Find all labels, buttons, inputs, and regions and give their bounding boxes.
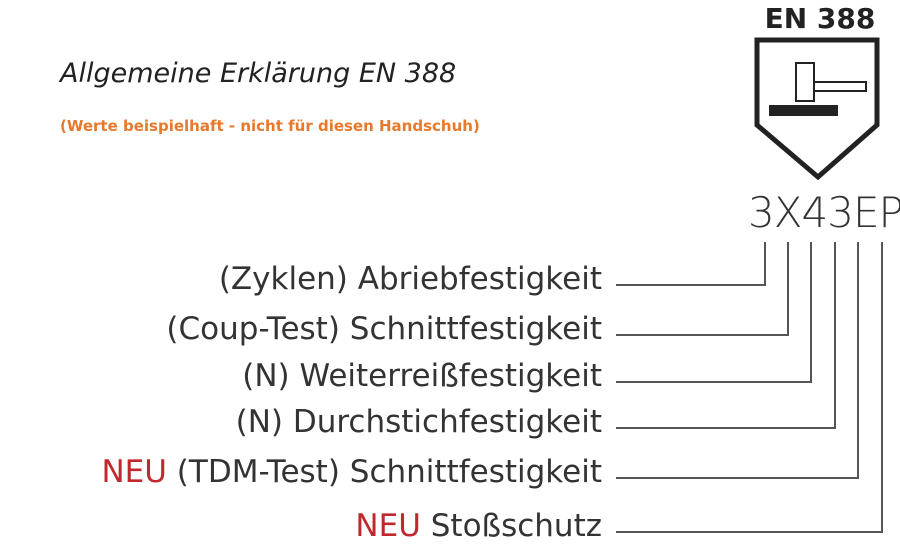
connector-line (616, 242, 836, 429)
connector-line (616, 242, 859, 479)
title: Allgemeine Erklärung EN 388 (60, 58, 457, 89)
shield-hammer-icon (754, 37, 880, 181)
rating-label: (Coup-Test) Schnittfestigkeit (166, 311, 602, 347)
connector-line (616, 242, 812, 383)
label-text: (Zyklen) Abriebfestigkeit (218, 261, 602, 297)
rating-label: NEU Stoßschutz (355, 508, 602, 544)
rating-label: (N) Durchstichfestigkeit (236, 404, 602, 440)
label-text: (TDM-Test) Schnittfestigkeit (176, 454, 602, 490)
connector-line (616, 242, 883, 533)
label-text: (N) Weiterreißfestigkeit (242, 358, 602, 394)
connector-line (616, 242, 789, 336)
connector-line (616, 242, 766, 286)
label-text: (Coup-Test) Schnittfestigkeit (166, 311, 602, 347)
rating-label: NEU (TDM-Test) Schnittfestigkeit (101, 454, 602, 490)
subtitle: (Werte beispielhaft - nicht für diesen H… (60, 117, 480, 135)
badge-label: EN 388 (764, 2, 876, 35)
new-tag: NEU (355, 508, 421, 544)
new-tag: NEU (101, 454, 167, 490)
rating-code: 3X43EP (748, 188, 900, 237)
label-text: Stoßschutz (430, 508, 602, 544)
rating-label: (Zyklen) Abriebfestigkeit (219, 261, 602, 297)
rating-label: (N) Weiterreißfestigkeit (242, 358, 602, 394)
label-text: (N) Durchstichfestigkeit (235, 404, 602, 440)
